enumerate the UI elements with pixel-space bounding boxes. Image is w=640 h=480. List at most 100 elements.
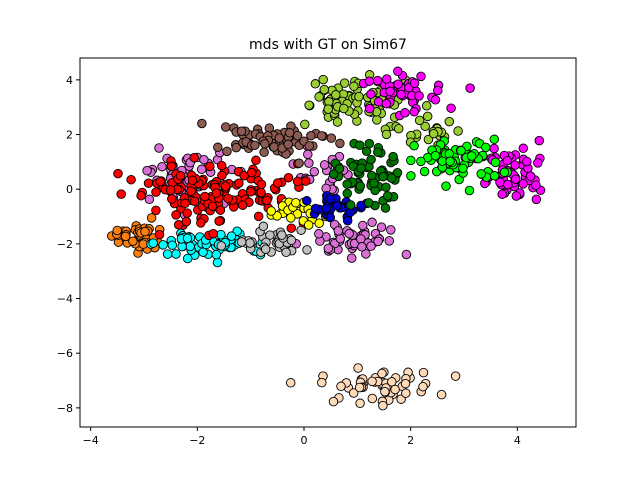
scatter-point: [314, 218, 324, 228]
scatter-point: [208, 228, 219, 239]
scatter-point: [146, 213, 157, 223]
scatter-point: [196, 164, 207, 175]
scatter-point: [286, 235, 297, 246]
x-tick-label: −2: [189, 434, 205, 447]
scatter-point: [211, 249, 222, 260]
scatter-point: [302, 245, 312, 255]
scatter-point: [531, 194, 542, 205]
scatter-point: [212, 257, 223, 268]
scatter-point: [286, 223, 297, 233]
scatter-point: [300, 119, 310, 130]
scatter-point: [355, 140, 365, 151]
scatter-point: [112, 225, 122, 236]
scatter-point: [441, 181, 451, 191]
scatter-point: [356, 234, 366, 244]
scatter-point: [401, 388, 411, 398]
scatter-point: [182, 253, 193, 264]
scatter-point: [302, 196, 312, 206]
scatter-point: [430, 95, 441, 105]
scatter-point: [326, 133, 337, 143]
scatter-point: [155, 176, 165, 187]
x-tick-label: 4: [514, 434, 521, 447]
scatter-point: [216, 241, 227, 251]
scatter-point: [393, 123, 404, 134]
scatter-point: [291, 197, 301, 208]
scatter-point: [187, 175, 198, 186]
y-tick-label: 4: [66, 74, 73, 87]
scatter-point: [366, 241, 376, 251]
scatter-point: [376, 222, 387, 232]
scatter-point: [339, 78, 350, 88]
scatter-point: [236, 126, 247, 136]
y-tick-label: −8: [57, 402, 73, 415]
scatter-point: [335, 138, 345, 149]
scatter-point: [378, 171, 388, 182]
scatter-point: [304, 158, 314, 168]
scatter-point: [372, 75, 383, 86]
scatter-point: [265, 230, 275, 240]
scatter-point: [409, 78, 420, 89]
scatter-point: [303, 220, 314, 230]
scatter-point: [256, 179, 267, 190]
scatter-point: [511, 191, 522, 201]
scatter-point: [433, 85, 443, 96]
scatter-point: [151, 205, 161, 216]
scatter-point: [211, 188, 222, 198]
scatter-point: [334, 164, 345, 174]
scatter-point: [364, 138, 375, 149]
scatter-point: [325, 212, 336, 223]
scatter-point: [186, 186, 196, 196]
scatter-point: [325, 194, 335, 204]
scatter-point: [220, 122, 231, 132]
scatter-point: [167, 240, 178, 250]
scatter-point: [310, 203, 321, 214]
scatter-point: [366, 89, 376, 99]
scatter-point: [456, 145, 466, 156]
scatter-point: [367, 217, 377, 228]
x-tick-label: −4: [83, 434, 99, 447]
scatter-point: [421, 101, 432, 111]
scatter-point: [165, 185, 176, 195]
scatter-point: [357, 242, 367, 252]
scatter-point: [353, 363, 363, 373]
scatter-point: [354, 91, 364, 102]
scatter-point: [396, 89, 406, 100]
scatter-point: [342, 179, 352, 189]
scatter-point: [497, 189, 507, 199]
scatter-point: [380, 386, 390, 397]
scatter-point: [199, 154, 209, 165]
scatter-point: [189, 196, 200, 206]
scatter-point: [378, 400, 388, 411]
data-points: [106, 66, 546, 411]
scatter-point: [518, 143, 529, 154]
scatter-point: [510, 160, 520, 170]
scatter-point: [423, 134, 434, 145]
scatter-point: [400, 378, 411, 389]
scatter-point: [416, 71, 426, 82]
scatter-point: [157, 161, 167, 172]
scatter-point: [386, 173, 397, 183]
plot-frame: [79, 57, 577, 428]
scatter-point: [373, 147, 383, 157]
scatter-point: [465, 83, 475, 93]
scatter-point: [416, 156, 426, 167]
scatter-point: [328, 169, 339, 179]
scatter-point: [489, 143, 499, 154]
scatter-point: [361, 249, 371, 259]
scatter-point: [464, 185, 475, 196]
scatter-point: [445, 156, 455, 167]
scatter-point: [466, 151, 477, 161]
scatter-point: [342, 216, 353, 226]
scatter-point: [314, 229, 324, 239]
scatter-point: [414, 91, 424, 101]
scatter-point: [364, 198, 374, 208]
scatter-point: [262, 195, 272, 206]
scatter-point: [356, 200, 366, 211]
scatter-point: [522, 156, 532, 167]
scatter-point: [534, 135, 545, 146]
scatter-point: [355, 398, 365, 409]
y-tick-label: 2: [66, 129, 73, 142]
scatter-point: [140, 226, 150, 237]
scatter-point: [533, 158, 543, 168]
